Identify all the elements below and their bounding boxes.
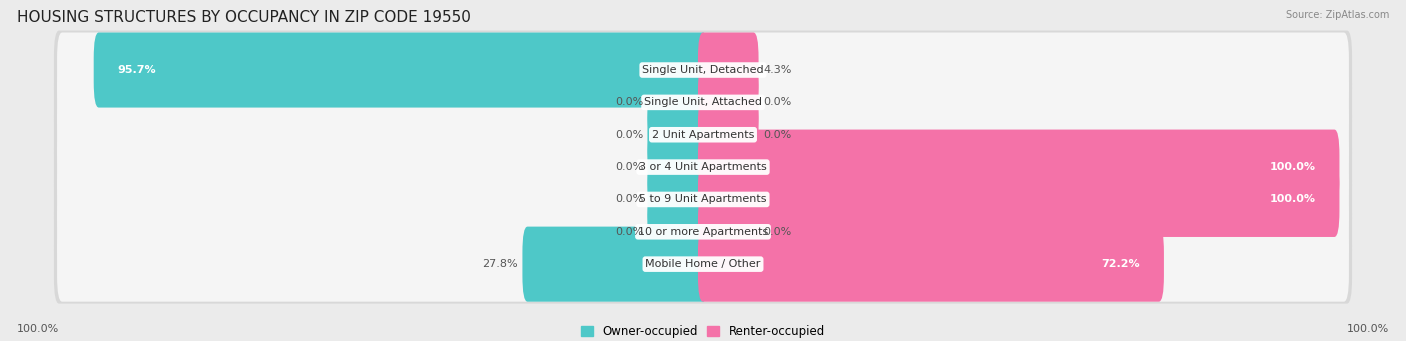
Text: 0.0%: 0.0% <box>614 162 643 172</box>
FancyBboxPatch shape <box>58 97 1348 172</box>
Text: 3 or 4 Unit Apartments: 3 or 4 Unit Apartments <box>640 162 766 172</box>
FancyBboxPatch shape <box>58 130 1348 205</box>
Text: Mobile Home / Other: Mobile Home / Other <box>645 259 761 269</box>
FancyBboxPatch shape <box>58 194 1348 269</box>
FancyBboxPatch shape <box>697 227 1164 302</box>
Text: 0.0%: 0.0% <box>763 130 792 140</box>
FancyBboxPatch shape <box>94 32 709 107</box>
FancyBboxPatch shape <box>53 31 1353 109</box>
FancyBboxPatch shape <box>53 160 1353 239</box>
FancyBboxPatch shape <box>58 65 1348 140</box>
FancyBboxPatch shape <box>647 97 709 172</box>
Text: 0.0%: 0.0% <box>614 130 643 140</box>
Text: 2 Unit Apartments: 2 Unit Apartments <box>652 130 754 140</box>
Legend: Owner-occupied, Renter-occupied: Owner-occupied, Renter-occupied <box>576 321 830 341</box>
FancyBboxPatch shape <box>647 130 709 205</box>
FancyBboxPatch shape <box>53 128 1353 207</box>
FancyBboxPatch shape <box>697 97 759 172</box>
FancyBboxPatch shape <box>647 194 709 269</box>
Text: 100.0%: 100.0% <box>1347 324 1389 334</box>
FancyBboxPatch shape <box>53 192 1353 271</box>
FancyBboxPatch shape <box>697 194 759 269</box>
FancyBboxPatch shape <box>697 162 1340 237</box>
Text: 0.0%: 0.0% <box>614 98 643 107</box>
Text: 100.0%: 100.0% <box>1270 162 1316 172</box>
FancyBboxPatch shape <box>647 65 709 140</box>
FancyBboxPatch shape <box>523 227 709 302</box>
Text: Single Unit, Attached: Single Unit, Attached <box>644 98 762 107</box>
FancyBboxPatch shape <box>58 227 1348 302</box>
Text: 72.2%: 72.2% <box>1101 259 1140 269</box>
Text: 100.0%: 100.0% <box>1270 194 1316 205</box>
FancyBboxPatch shape <box>697 65 759 140</box>
FancyBboxPatch shape <box>58 162 1348 237</box>
FancyBboxPatch shape <box>58 32 1348 107</box>
Text: 5 to 9 Unit Apartments: 5 to 9 Unit Apartments <box>640 194 766 205</box>
FancyBboxPatch shape <box>53 63 1353 142</box>
Text: 4.3%: 4.3% <box>763 65 792 75</box>
Text: Source: ZipAtlas.com: Source: ZipAtlas.com <box>1285 10 1389 20</box>
FancyBboxPatch shape <box>697 32 759 107</box>
Text: 0.0%: 0.0% <box>763 98 792 107</box>
FancyBboxPatch shape <box>53 95 1353 174</box>
Text: Single Unit, Detached: Single Unit, Detached <box>643 65 763 75</box>
FancyBboxPatch shape <box>647 162 709 237</box>
FancyBboxPatch shape <box>53 225 1353 303</box>
Text: 0.0%: 0.0% <box>763 227 792 237</box>
FancyBboxPatch shape <box>697 130 1340 205</box>
Text: 10 or more Apartments: 10 or more Apartments <box>638 227 768 237</box>
Text: 100.0%: 100.0% <box>17 324 59 334</box>
Text: 95.7%: 95.7% <box>118 65 156 75</box>
Text: HOUSING STRUCTURES BY OCCUPANCY IN ZIP CODE 19550: HOUSING STRUCTURES BY OCCUPANCY IN ZIP C… <box>17 10 471 25</box>
Text: 27.8%: 27.8% <box>482 259 517 269</box>
Text: 0.0%: 0.0% <box>614 227 643 237</box>
Text: 0.0%: 0.0% <box>614 194 643 205</box>
